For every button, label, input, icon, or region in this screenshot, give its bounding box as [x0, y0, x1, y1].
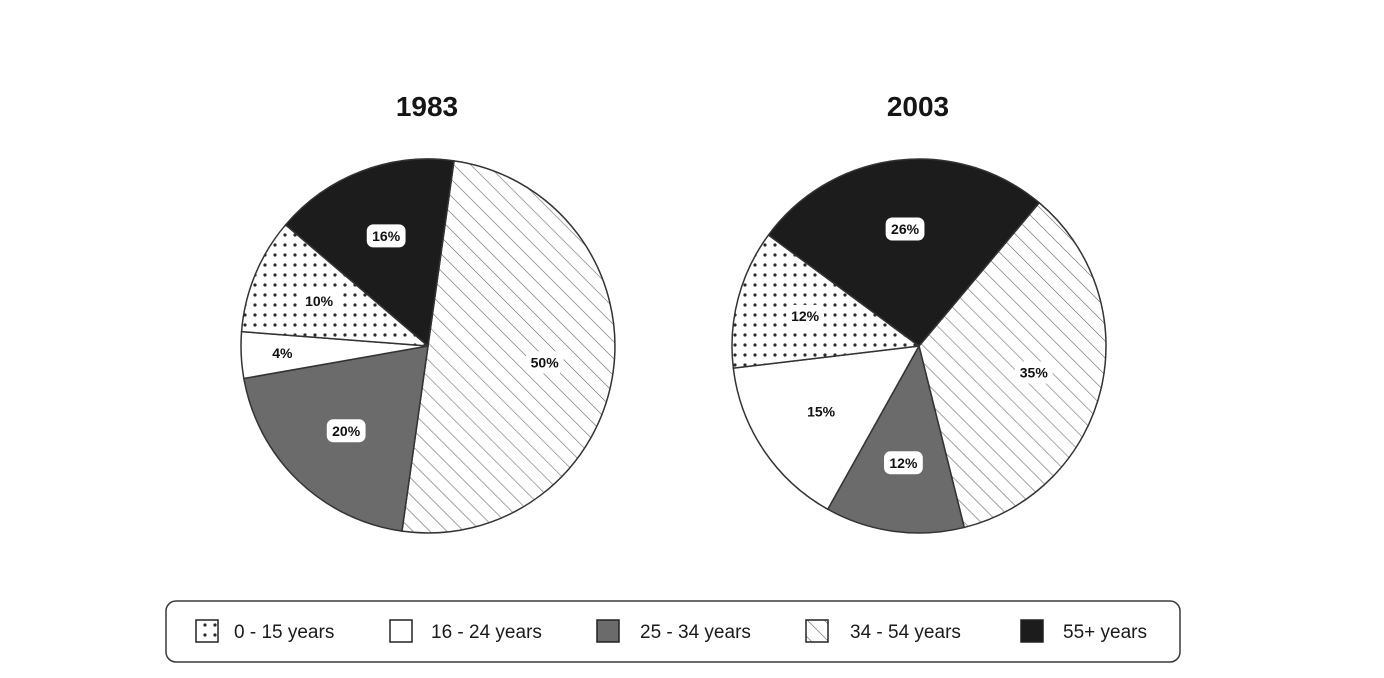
slice-label-gray: 20%	[332, 423, 361, 439]
pie-chart-1983: 1983 50% 20% 4% 10% 16%	[240, 91, 616, 534]
pie-slice-hatch	[918, 202, 1107, 529]
pie-slice-white	[732, 345, 920, 510]
slice-label-box	[802, 400, 840, 423]
slice-label-dots: 10%	[305, 293, 334, 309]
slice-label-black: 16%	[372, 228, 401, 244]
legend-label: 0 - 15 years	[234, 622, 334, 643]
slice-label-hatch: 50%	[531, 354, 560, 370]
legend-swatch-white	[389, 619, 413, 643]
chart-title-2003: 2003	[887, 91, 949, 122]
pie-2003-slices: 35% 12% 15% 12% 26%	[731, 158, 1107, 534]
legend-label: 16 - 24 years	[431, 622, 542, 643]
legend-item-25-34: 25 - 34 years	[596, 619, 751, 643]
legend-item-55-plus: 55+ years	[1020, 619, 1147, 643]
legend-label: 25 - 34 years	[640, 622, 751, 643]
pie-slice-gray	[827, 345, 965, 534]
legend-label: 55+ years	[1063, 622, 1147, 643]
pie-1983-slices: 50% 20% 4% 10% 16%	[240, 158, 616, 534]
pie-slice-black	[284, 158, 455, 347]
legend-item-34-54: 34 - 54 years	[805, 619, 961, 643]
slice-label-box	[326, 419, 366, 443]
slice-label-gray: 12%	[889, 455, 918, 471]
slice-label-box	[885, 217, 925, 241]
slice-label-box	[786, 304, 824, 327]
legend-swatch-black	[1020, 619, 1044, 643]
legend-item-16-24: 16 - 24 years	[389, 619, 542, 643]
legend-swatch-dots	[195, 619, 219, 643]
pie-slice-dots	[240, 224, 429, 347]
slice-label-box	[300, 290, 338, 313]
pie-slice-black	[767, 158, 1040, 347]
slice-label-box	[1014, 361, 1053, 384]
legend: 0 - 15 years 16 - 24 years 25 - 34 years…	[165, 600, 1181, 663]
slice-label-box	[366, 224, 406, 248]
pie-slice-hatch	[401, 160, 616, 534]
slice-label-white: 4%	[272, 345, 293, 361]
legend-label: 34 - 54 years	[850, 622, 961, 643]
legend-item-0-15: 0 - 15 years	[195, 619, 334, 643]
chart-title-1983: 1983	[396, 91, 458, 122]
legend-swatch-hatch	[805, 619, 829, 643]
slice-label-box	[267, 342, 297, 365]
slice-label-hatch: 35%	[1020, 365, 1049, 381]
legend-swatch-gray	[596, 619, 620, 643]
legend-box	[165, 600, 1181, 663]
slice-label-black: 26%	[891, 221, 920, 237]
slice-label-dots: 12%	[791, 308, 820, 324]
slice-label-box	[525, 351, 564, 374]
pie-slice-dots	[731, 234, 920, 369]
slice-label-white: 15%	[807, 404, 836, 420]
slice-label-box	[884, 451, 923, 475]
pie-chart-2003: 2003 35% 12% 15% 12% 26%	[731, 91, 1107, 534]
